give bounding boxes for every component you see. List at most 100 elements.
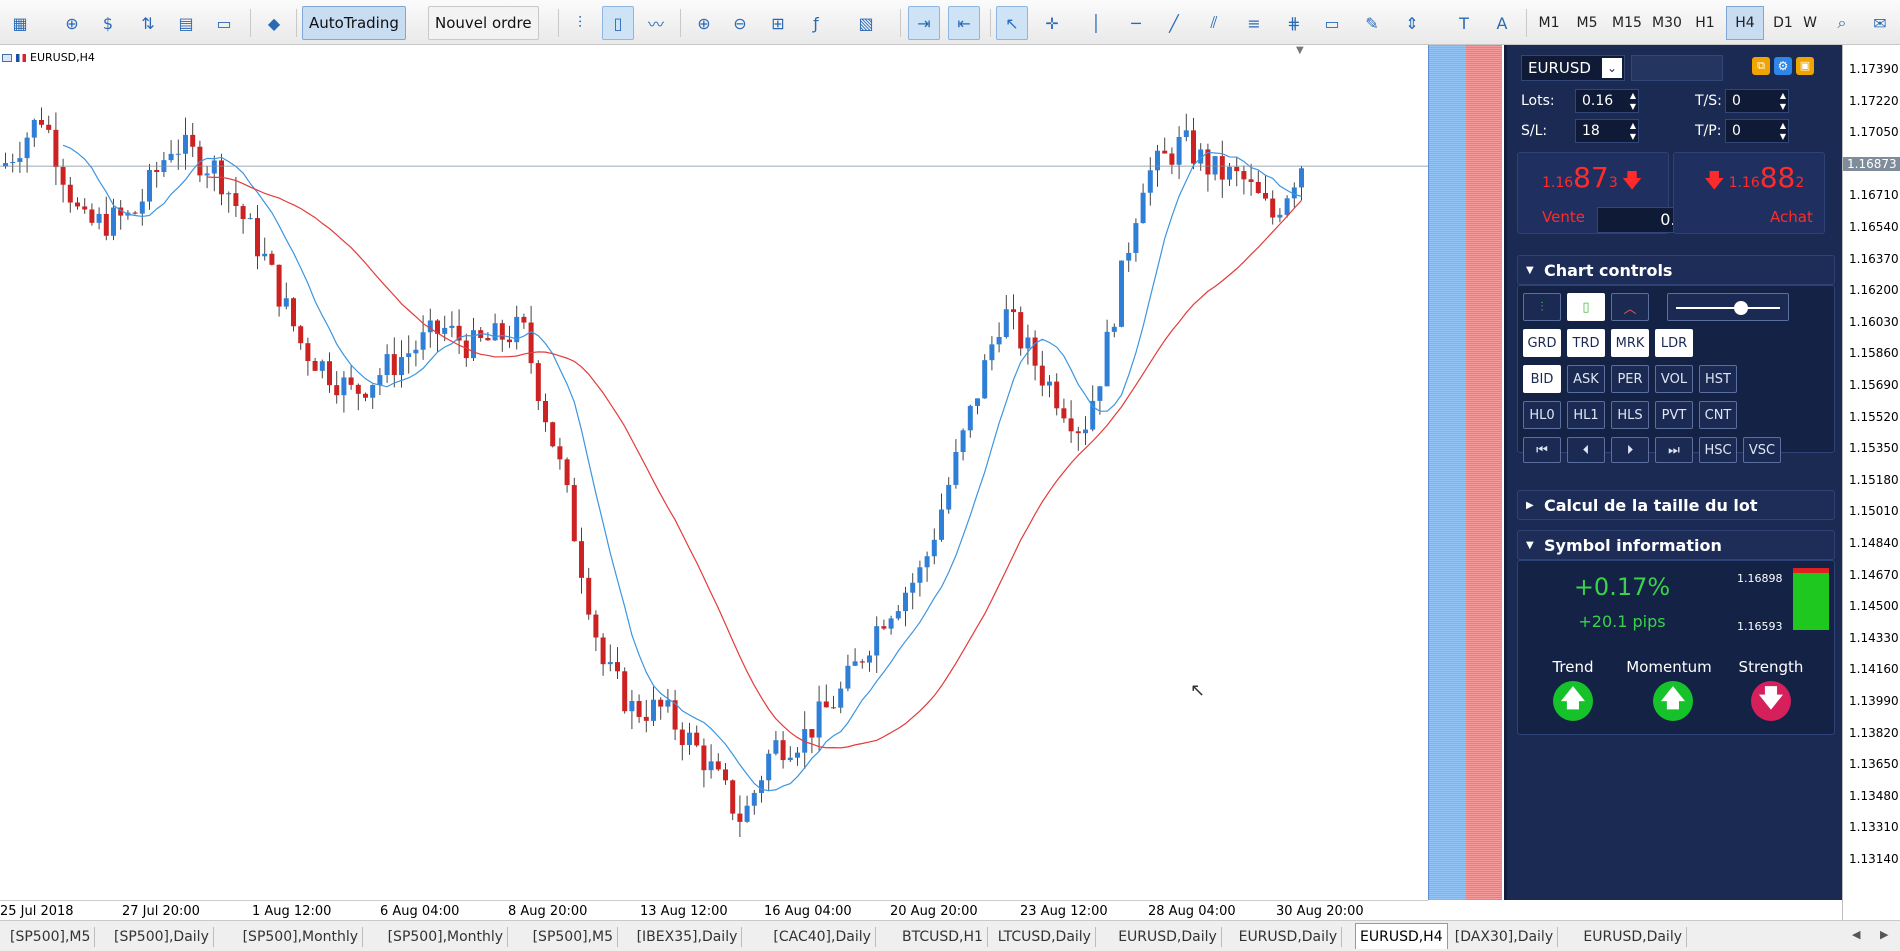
lots-stepper-icon[interactable]: ▲ ▼: [1629, 91, 1636, 111]
fibonacci-icon[interactable]: ≡: [1247, 13, 1261, 33]
chart-tab[interactable]: EURUSD,Daily: [1235, 927, 1343, 947]
hls-button[interactable]: HLS: [1611, 401, 1649, 429]
crosshair-icon[interactable]: ✛: [1045, 13, 1059, 33]
symbol-select[interactable]: EURUSD ⌄: [1521, 55, 1625, 81]
trendline-icon[interactable]: ╱: [1169, 13, 1179, 33]
cnt-button[interactable]: CNT: [1699, 401, 1737, 429]
tf-m30-button[interactable]: M30: [1648, 6, 1686, 40]
tf-w1-button[interactable]: W: [1800, 6, 1820, 40]
tp-stepper-icon[interactable]: ▲ ▼: [1779, 121, 1786, 141]
chat-icon[interactable]: ✉: [1873, 13, 1887, 33]
chart-tab[interactable]: [CAC40],Daily: [769, 927, 876, 947]
indicators-icon[interactable]: ƒ: [813, 13, 819, 33]
chart-tab[interactable]: [SP500],Monthly: [239, 927, 364, 947]
buy-button[interactable]: 🡇 1.16 88 2 Achat: [1673, 152, 1825, 234]
ts-input[interactable]: 0 ▲ ▼: [1725, 89, 1789, 113]
tf-h1-button[interactable]: H1: [1686, 6, 1724, 40]
horizontal-line-icon[interactable]: ─: [1131, 13, 1141, 33]
chart-tab[interactable]: [IBEX35],Daily: [633, 927, 743, 947]
zoom-out-icon[interactable]: ⊖: [733, 13, 747, 33]
autotrading-button[interactable]: AutoTrading: [302, 6, 406, 40]
hsc-button[interactable]: HSC: [1699, 437, 1737, 463]
first-bar-button[interactable]: ⏮: [1523, 437, 1561, 463]
tf-m1-button[interactable]: M1: [1530, 6, 1568, 40]
per-button[interactable]: PER: [1611, 365, 1649, 393]
chart-tab[interactable]: EURUSD,Daily: [1579, 927, 1687, 947]
copy-icon[interactable]: ⧉: [1752, 57, 1770, 75]
chart-tab[interactable]: EURUSD,Daily: [1114, 927, 1222, 947]
bar-style-button[interactable]: ⫶: [1523, 293, 1561, 321]
bar-chart-icon[interactable]: ⫶: [577, 13, 582, 32]
chart-tab[interactable]: BTCUSD,H1: [898, 927, 988, 947]
equidistant-channel-icon[interactable]: ⫽: [1210, 13, 1218, 32]
new-chart-icon[interactable]: ▦: [12, 13, 28, 33]
autoscroll-icon[interactable]: ⇥: [908, 6, 940, 40]
arrows-icon[interactable]: ⇕: [1405, 13, 1419, 33]
zoom-slider[interactable]: [1667, 293, 1789, 321]
vertical-line-icon[interactable]: │: [1091, 13, 1101, 33]
candle-style-button[interactable]: ▯: [1567, 293, 1605, 321]
navigator-icon[interactable]: ▤: [178, 13, 194, 33]
chart-tab[interactable]: LTCUSD,Daily: [994, 927, 1096, 947]
text-icon[interactable]: T: [1459, 13, 1469, 33]
rectangle-icon[interactable]: ▭: [1324, 13, 1340, 33]
layout-icon[interactable]: ▣: [1796, 57, 1814, 75]
slider-thumb-icon[interactable]: [1734, 301, 1748, 315]
search-icon[interactable]: ⌕: [1837, 13, 1847, 32]
vsc-button[interactable]: VSC: [1743, 437, 1781, 463]
lots-input[interactable]: 0.16 ▲ ▼: [1575, 89, 1639, 113]
strategy-tester-icon[interactable]: ◆: [267, 13, 281, 33]
next-bar-button[interactable]: ⏵: [1611, 437, 1649, 463]
data-window-icon[interactable]: ⇅: [141, 13, 155, 33]
line-chart-icon[interactable]: 〰: [647, 15, 664, 34]
tf-h4-button[interactable]: H4: [1726, 6, 1764, 40]
lot-calc-header[interactable]: ▶ Calcul de la taille du lot: [1517, 490, 1835, 520]
tabs-scroll-left-icon[interactable]: ◀: [1852, 928, 1861, 941]
vol-button[interactable]: VOL: [1655, 365, 1693, 393]
chart-controls-header[interactable]: ▼ Chart controls: [1517, 255, 1835, 285]
hst-button[interactable]: HST: [1699, 365, 1737, 393]
grid-objects-icon[interactable]: ⋕: [1287, 13, 1301, 33]
terminal-icon[interactable]: ▭: [216, 13, 232, 33]
ts-stepper-icon[interactable]: ▲ ▼: [1779, 91, 1786, 111]
tile-windows-icon[interactable]: ⊞: [771, 13, 785, 33]
chart-tab[interactable]: [SP500],Daily: [110, 927, 214, 947]
ldr-button[interactable]: LDR: [1655, 329, 1693, 357]
trd-button[interactable]: TRD: [1567, 329, 1605, 357]
cursor-icon[interactable]: ↖: [996, 6, 1028, 40]
new-order-button[interactable]: Nouvel ordre: [428, 6, 539, 40]
candlestick-chart-icon[interactable]: ▯: [602, 6, 634, 40]
templates-icon[interactable]: ▧: [858, 13, 874, 33]
last-bar-button[interactable]: ⏭: [1655, 437, 1693, 463]
chart-tab[interactable]: [DAX30],Daily: [1451, 927, 1559, 947]
chart-tab[interactable]: EURUSD,H4: [1355, 923, 1448, 949]
text-label-icon[interactable]: A: [1496, 13, 1508, 33]
sl-stepper-icon[interactable]: ▲ ▼: [1629, 121, 1636, 141]
tf-m5-button[interactable]: M5: [1568, 6, 1606, 40]
zoom-in-icon[interactable]: ⊕: [697, 13, 711, 33]
grd-button[interactable]: GRD: [1523, 329, 1561, 357]
pen-icon[interactable]: ✎: [1365, 13, 1379, 33]
tf-m15-button[interactable]: M15: [1608, 6, 1646, 40]
hl1-button[interactable]: HL1: [1567, 401, 1605, 429]
pvt-button[interactable]: PVT: [1655, 401, 1693, 429]
tabs-scroll-right-icon[interactable]: ▶: [1880, 928, 1889, 941]
settings-icon[interactable]: ⚙: [1774, 57, 1792, 75]
tp-input[interactable]: 0 ▲ ▼: [1725, 119, 1789, 143]
chart-tab[interactable]: [SP500],M5: [6, 927, 96, 947]
tf-d1-button[interactable]: D1: [1764, 6, 1802, 40]
chart-shift-icon[interactable]: ⇤: [948, 6, 980, 40]
market-watch-icon[interactable]: $: [102, 13, 114, 33]
hl0-button[interactable]: HL0: [1523, 401, 1561, 429]
bid-button[interactable]: BID: [1523, 365, 1561, 393]
prev-bar-button[interactable]: ⏴: [1567, 437, 1605, 463]
price-chart[interactable]: EURUSD,H4 ↖ ▼: [0, 45, 1428, 900]
chart-tab[interactable]: [SP500],Monthly: [384, 927, 509, 947]
chart-tab[interactable]: [SP500],M5: [529, 927, 619, 947]
mrk-button[interactable]: MRK: [1611, 329, 1649, 357]
symbol-info-header[interactable]: ▼ Symbol information: [1517, 530, 1835, 560]
sl-input[interactable]: 18 ▲ ▼: [1575, 119, 1639, 143]
ask-button[interactable]: ASK: [1567, 365, 1605, 393]
symbol-search-input[interactable]: [1631, 55, 1723, 81]
crosshair-profile-icon[interactable]: ⊕: [65, 13, 79, 33]
